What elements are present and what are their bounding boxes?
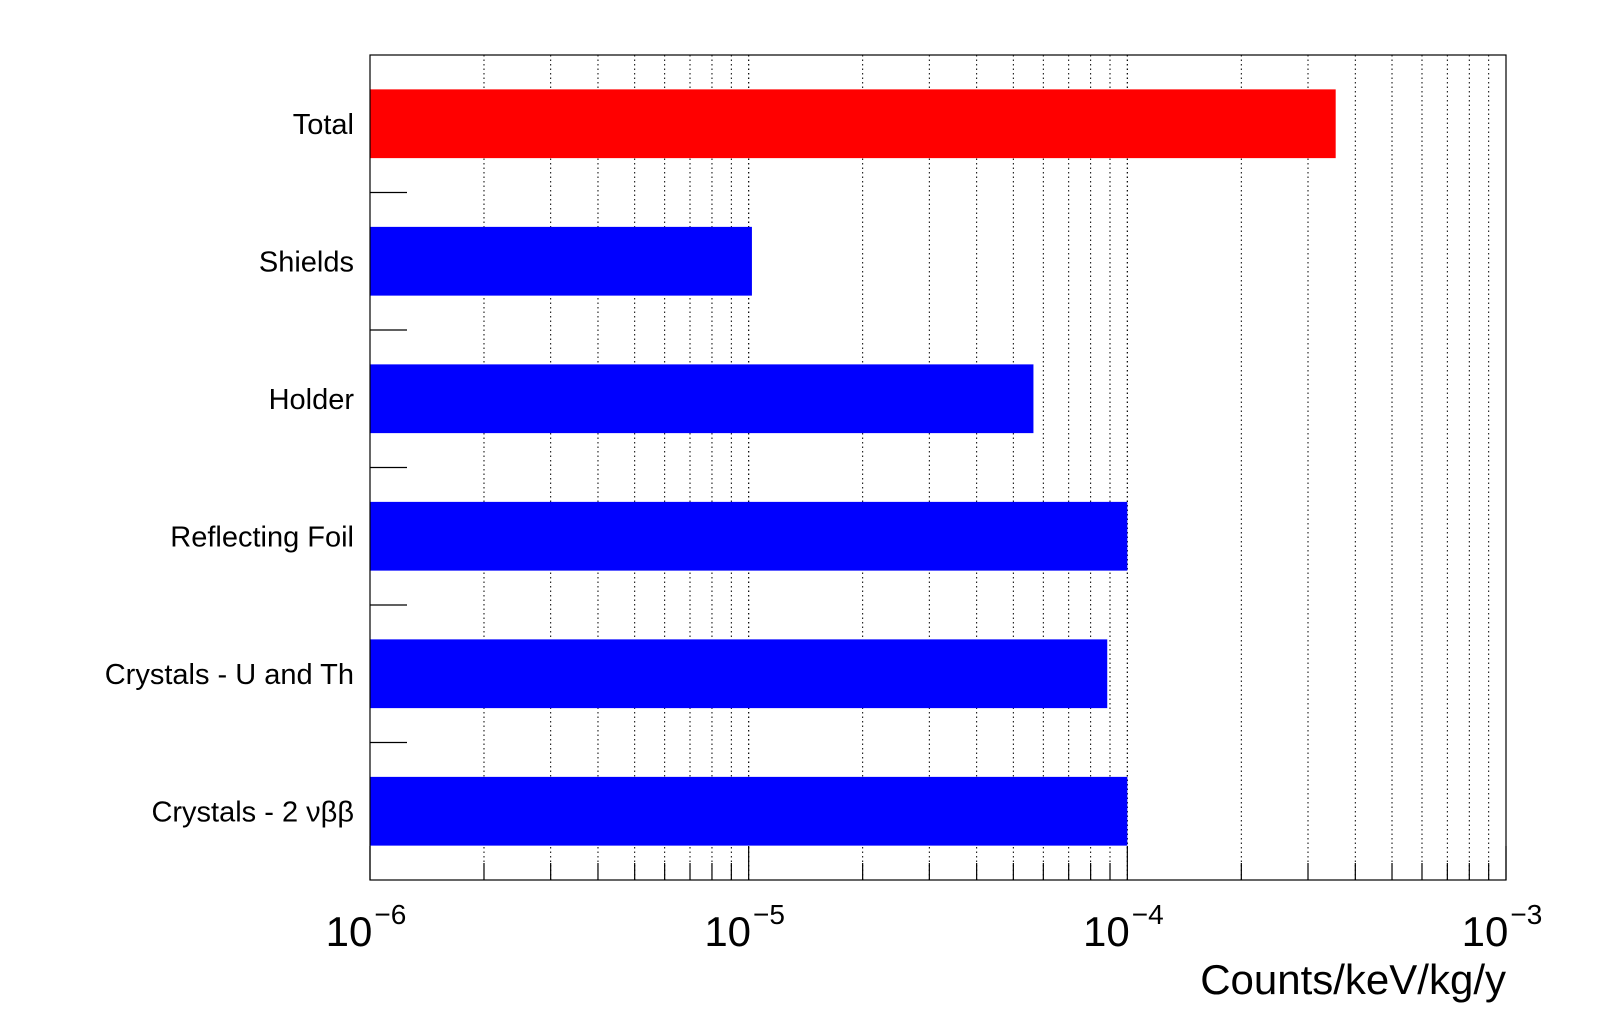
x-tick-label: 10−4	[1083, 899, 1164, 955]
x-tick-label: 10−3	[1462, 899, 1543, 955]
category-labels: Total Shields Holder Reflecting Foil Crystal…	[105, 109, 355, 829]
x-tick-exponent: −4	[1132, 899, 1164, 930]
category-label: Crystals - U and Th	[105, 659, 354, 691]
x-tick-label: 10−5	[704, 899, 785, 955]
x-tick-labels: 10−6 10−5 10−4 10−3	[326, 899, 1543, 955]
category-label: Shields	[259, 246, 354, 278]
bar	[370, 776, 1128, 846]
category-label: Holder	[269, 384, 355, 416]
x-tick-label: 10−6	[326, 899, 407, 955]
bar	[370, 501, 1128, 571]
axis-ticks	[369, 191, 1507, 880]
bars	[370, 89, 1336, 846]
category-label: Total	[293, 109, 354, 141]
bar	[370, 364, 1034, 434]
x-tick-exponent: −6	[374, 899, 406, 930]
category-label: Crystals - 2 νββ	[151, 796, 354, 828]
x-axis-title: Counts/keV/kg/y	[1200, 956, 1506, 1003]
grid-lines	[483, 55, 1490, 880]
bar	[370, 226, 752, 296]
plot-frame	[369, 54, 1507, 881]
bar	[370, 639, 1108, 709]
x-tick-exponent: −3	[1510, 899, 1542, 930]
category-label: Reflecting Foil	[170, 521, 354, 553]
x-tick-exponent: −5	[753, 899, 785, 930]
bar	[370, 89, 1336, 159]
